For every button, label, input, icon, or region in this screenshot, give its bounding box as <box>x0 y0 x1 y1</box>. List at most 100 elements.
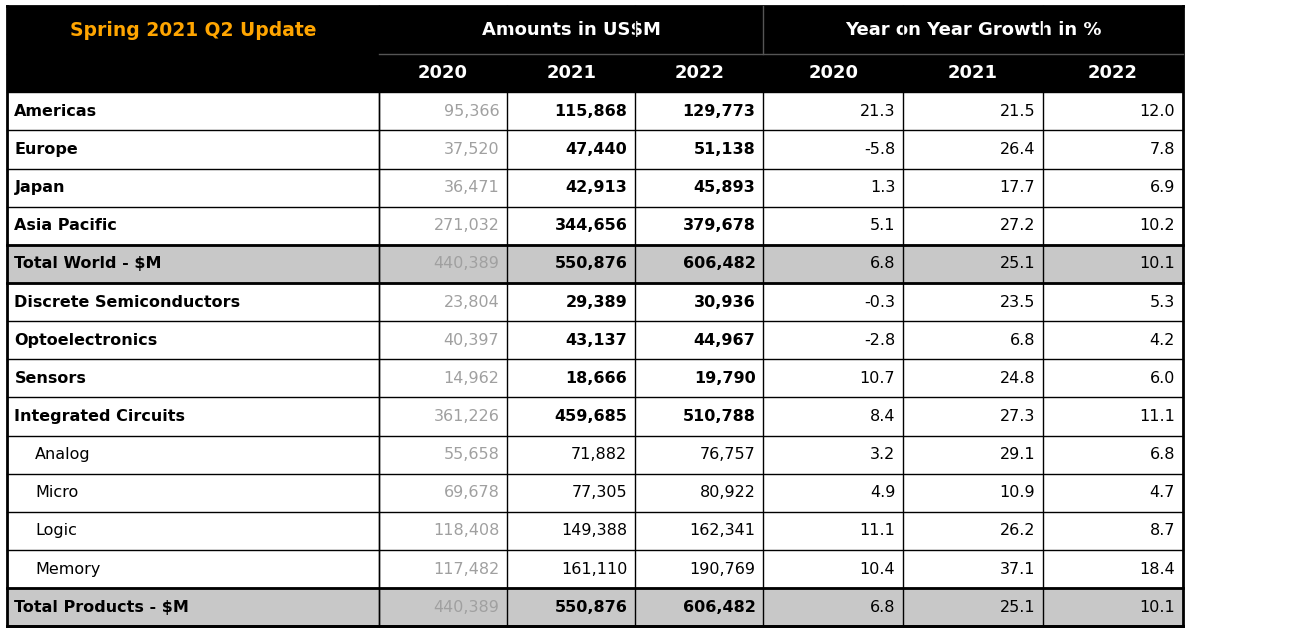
Text: 6.8: 6.8 <box>869 600 895 615</box>
Bar <box>7 512 1183 550</box>
Bar <box>1043 54 1183 92</box>
Text: Spring 2021 Q2 Update: Spring 2021 Q2 Update <box>69 21 316 40</box>
Bar <box>7 321 1183 360</box>
Text: -2.8: -2.8 <box>864 333 895 347</box>
Text: 6.8: 6.8 <box>1009 333 1035 347</box>
Bar <box>507 54 635 92</box>
Text: Memory: Memory <box>35 562 101 576</box>
Bar <box>7 131 1183 169</box>
Bar <box>7 6 379 54</box>
Text: 51,138: 51,138 <box>694 142 755 157</box>
Bar <box>7 436 1183 474</box>
Text: 26.2: 26.2 <box>1000 524 1035 538</box>
Text: Logic: Logic <box>35 524 77 538</box>
Text: 29,389: 29,389 <box>566 295 627 310</box>
Text: 10.7: 10.7 <box>860 371 895 386</box>
Text: 71,882: 71,882 <box>571 447 627 462</box>
Bar <box>763 54 903 92</box>
Bar <box>635 54 763 92</box>
Bar <box>7 245 1183 283</box>
Bar <box>7 207 1183 245</box>
Text: 4.2: 4.2 <box>1150 333 1175 347</box>
Bar <box>7 474 1183 512</box>
Text: 40,397: 40,397 <box>443 333 499 347</box>
Text: 440,389: 440,389 <box>434 600 499 615</box>
Text: 27.3: 27.3 <box>1000 409 1035 424</box>
Text: 27.2: 27.2 <box>1000 219 1035 233</box>
Text: 8.4: 8.4 <box>869 409 895 424</box>
Text: 19,790: 19,790 <box>694 371 755 386</box>
Text: 36,471: 36,471 <box>443 180 499 195</box>
Text: 10.9: 10.9 <box>1000 485 1035 500</box>
Text: 2020: 2020 <box>418 64 468 82</box>
Text: 8.7: 8.7 <box>1149 524 1175 538</box>
Text: 24.8: 24.8 <box>1000 371 1035 386</box>
Bar <box>7 588 1183 626</box>
Text: 606,482: 606,482 <box>682 256 755 271</box>
Text: 29.1: 29.1 <box>1000 447 1035 462</box>
Bar <box>7 360 1183 397</box>
Text: 510,788: 510,788 <box>682 409 755 424</box>
Text: 149,388: 149,388 <box>561 524 627 538</box>
Text: 459,685: 459,685 <box>554 409 627 424</box>
Text: 6.8: 6.8 <box>1149 447 1175 462</box>
Text: Total Products - $M: Total Products - $M <box>14 600 190 615</box>
Text: 161,110: 161,110 <box>561 562 627 576</box>
Text: Integrated Circuits: Integrated Circuits <box>14 409 186 424</box>
Text: 25.1: 25.1 <box>1000 256 1035 271</box>
Text: 2021: 2021 <box>948 64 999 82</box>
Text: 11.1: 11.1 <box>1140 409 1175 424</box>
Text: Optoelectronics: Optoelectronics <box>14 333 158 347</box>
Bar <box>379 54 507 92</box>
Text: 550,876: 550,876 <box>554 600 627 615</box>
Text: 55,658: 55,658 <box>443 447 499 462</box>
Text: Discrete Semiconductors: Discrete Semiconductors <box>14 295 240 310</box>
Text: 10.1: 10.1 <box>1140 600 1175 615</box>
Text: 162,341: 162,341 <box>690 524 755 538</box>
Text: 69,678: 69,678 <box>443 485 499 500</box>
Text: 4.7: 4.7 <box>1150 485 1175 500</box>
Text: 2021: 2021 <box>546 64 596 82</box>
Text: 271,032: 271,032 <box>434 219 499 233</box>
Text: 18,666: 18,666 <box>566 371 627 386</box>
Text: Asia Pacific: Asia Pacific <box>14 219 118 233</box>
Text: 115,868: 115,868 <box>554 104 627 119</box>
Text: 80,922: 80,922 <box>699 485 755 500</box>
Text: 1.3: 1.3 <box>870 180 895 195</box>
Text: 21.5: 21.5 <box>1000 104 1035 119</box>
Bar <box>379 6 763 54</box>
Text: 18.4: 18.4 <box>1140 562 1175 576</box>
Text: 129,773: 129,773 <box>682 104 755 119</box>
Text: 23.5: 23.5 <box>1000 295 1035 310</box>
Bar <box>7 550 1183 588</box>
Text: 21.3: 21.3 <box>860 104 895 119</box>
Text: 361,226: 361,226 <box>434 409 499 424</box>
Text: 23,804: 23,804 <box>443 295 499 310</box>
Text: Europe: Europe <box>14 142 78 157</box>
Text: Americas: Americas <box>14 104 98 119</box>
Bar <box>903 54 1043 92</box>
Bar <box>7 54 379 92</box>
Bar <box>7 169 1183 207</box>
Text: 3.2: 3.2 <box>870 447 895 462</box>
Text: 118,408: 118,408 <box>433 524 499 538</box>
Text: Sensors: Sensors <box>14 371 86 386</box>
Bar <box>763 6 1183 54</box>
Text: 10.1: 10.1 <box>1140 256 1175 271</box>
Text: Japan: Japan <box>14 180 65 195</box>
Text: 5.3: 5.3 <box>1150 295 1175 310</box>
Text: 2022: 2022 <box>1087 64 1138 82</box>
Text: 30,936: 30,936 <box>694 295 755 310</box>
Text: 117,482: 117,482 <box>433 562 499 576</box>
Text: 344,656: 344,656 <box>554 219 627 233</box>
Text: 550,876: 550,876 <box>554 256 627 271</box>
Text: Micro: Micro <box>35 485 78 500</box>
Text: Year on Year Growth in %: Year on Year Growth in % <box>844 21 1102 39</box>
Text: -0.3: -0.3 <box>864 295 895 310</box>
Text: 95,366: 95,366 <box>443 104 499 119</box>
Text: 379,678: 379,678 <box>682 219 755 233</box>
Text: 6.0: 6.0 <box>1150 371 1175 386</box>
Text: 25.1: 25.1 <box>1000 600 1035 615</box>
Text: 10.4: 10.4 <box>860 562 895 576</box>
Text: Amounts in US$M: Amounts in US$M <box>482 21 660 39</box>
